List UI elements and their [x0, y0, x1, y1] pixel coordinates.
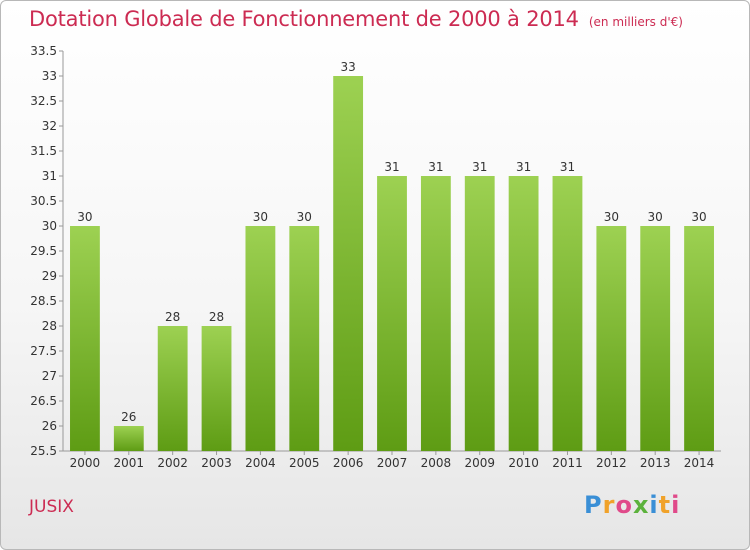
chart-title-text: Dotation Globale de Fonctionnement de 20… — [29, 7, 579, 31]
y-tick-label: 33.5 — [30, 44, 57, 58]
y-tick-label: 32 — [42, 119, 57, 133]
bar — [640, 226, 671, 451]
y-tick-label: 29.5 — [30, 244, 57, 258]
bar-value-label: 31 — [384, 160, 399, 174]
bar — [596, 226, 627, 451]
x-tick-label: 2005 — [289, 456, 320, 470]
bar — [552, 176, 583, 451]
chart-unit: (en milliers d'€) — [588, 15, 683, 29]
bar-value-label: 33 — [340, 60, 355, 74]
y-tick-label: 32.5 — [30, 94, 57, 108]
x-tick-label: 2011 — [552, 456, 583, 470]
bar — [245, 226, 276, 451]
commune-name: JUSIX — [29, 497, 74, 517]
bar-value-label: 26 — [121, 410, 136, 424]
bar — [420, 176, 451, 451]
bar-value-label: 30 — [691, 210, 706, 224]
x-tick-label: 2003 — [201, 456, 232, 470]
bar — [684, 226, 714, 451]
y-tick-label: 26.5 — [30, 394, 57, 408]
bar-value-label: 28 — [165, 310, 180, 324]
bar — [201, 326, 232, 451]
y-tick-label: 29 — [42, 269, 57, 283]
bar-value-label: 31 — [516, 160, 531, 174]
y-tick-label: 30 — [42, 219, 57, 233]
bar — [157, 326, 188, 451]
x-tick-label: 2004 — [245, 456, 276, 470]
bar — [464, 176, 495, 451]
bar — [289, 226, 320, 451]
bar-value-label: 30 — [604, 210, 619, 224]
y-tick-label: 28.5 — [30, 294, 57, 308]
x-tick-label: 2008 — [421, 456, 452, 470]
bar — [377, 176, 407, 451]
bar-value-label: 31 — [560, 160, 575, 174]
y-tick-label: 33 — [42, 69, 57, 83]
bar — [333, 76, 364, 451]
bar-value-label: 30 — [253, 210, 268, 224]
bar-value-label: 30 — [77, 210, 92, 224]
x-tick-label: 2000 — [70, 456, 101, 470]
x-tick-label: 2006 — [333, 456, 364, 470]
x-tick-label: 2014 — [684, 456, 715, 470]
x-tick-label: 2013 — [640, 456, 671, 470]
y-tick-label: 27 — [42, 369, 57, 383]
y-tick-label: 27.5 — [30, 344, 57, 358]
y-tick-label: 26 — [42, 419, 57, 433]
bar-value-label: 28 — [209, 310, 224, 324]
x-tick-label: 2010 — [508, 456, 539, 470]
bar-value-label: 30 — [648, 210, 663, 224]
x-tick-label: 2002 — [157, 456, 188, 470]
bar — [508, 176, 539, 451]
x-tick-label: 2009 — [464, 456, 495, 470]
bar-value-label: 31 — [472, 160, 487, 174]
bar — [113, 426, 144, 451]
bar — [70, 226, 100, 451]
proxiti-logo[interactable]: Proxiti — [584, 491, 681, 519]
bar-value-label: 31 — [428, 160, 443, 174]
x-tick-label: 2012 — [596, 456, 627, 470]
y-tick-label: 30.5 — [30, 194, 57, 208]
y-tick-label: 31 — [42, 169, 57, 183]
x-tick-label: 2007 — [377, 456, 408, 470]
x-tick-label: 2001 — [114, 456, 145, 470]
y-tick-label: 25.5 — [30, 444, 57, 458]
y-tick-label: 31.5 — [30, 144, 57, 158]
chart-title: Dotation Globale de Fonctionnement de 20… — [29, 7, 683, 31]
bar-value-label: 30 — [297, 210, 312, 224]
y-tick-label: 28 — [42, 319, 57, 333]
